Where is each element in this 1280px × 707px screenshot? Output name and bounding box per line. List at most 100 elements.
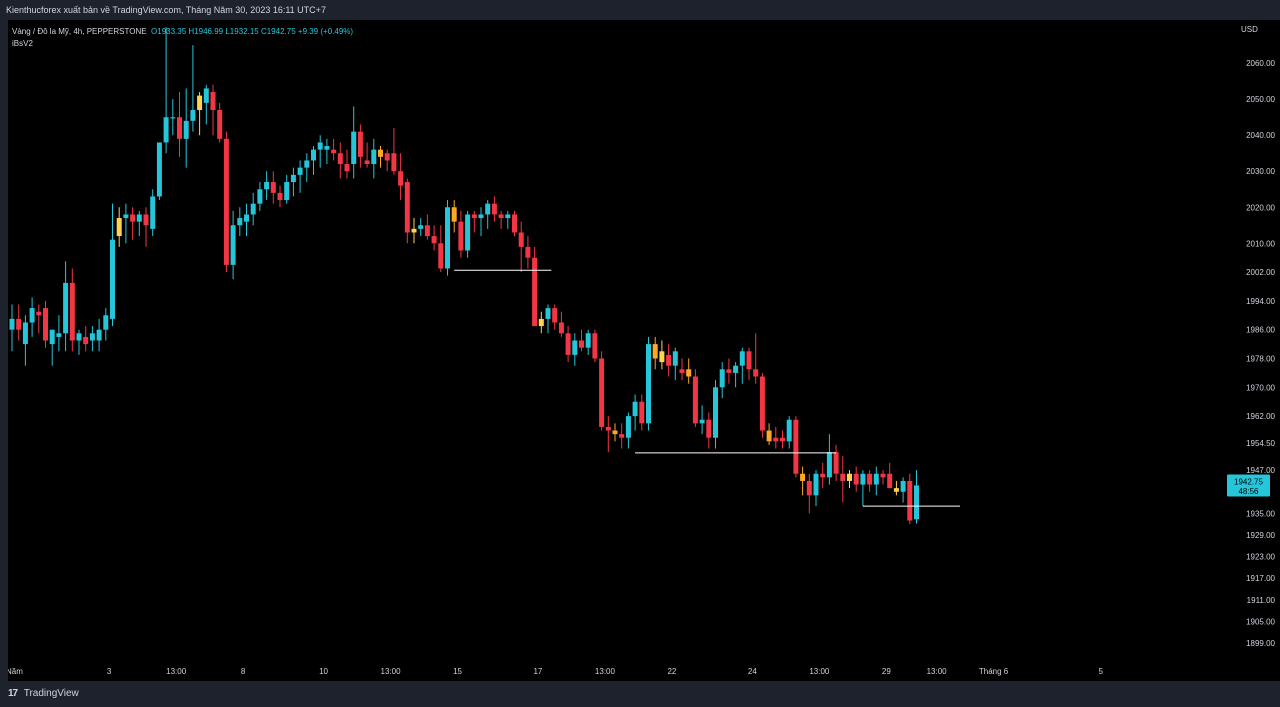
candle xyxy=(733,362,739,388)
candle xyxy=(485,200,491,229)
candle xyxy=(605,416,611,453)
candle xyxy=(22,315,28,366)
time-axis-svg[interactable]: Tháng Năm 3 13:00 8 10 13:00 15 17 13:00 22 24 13:0… xyxy=(8,661,1280,681)
candle xyxy=(759,372,765,438)
candle xyxy=(103,308,109,341)
candle xyxy=(277,185,283,208)
tradingview-logo-icon[interactable]: 17 xyxy=(8,688,18,699)
candle-body xyxy=(270,182,276,193)
candle-body xyxy=(317,142,323,150)
candle-body xyxy=(177,117,182,139)
candle-body xyxy=(163,117,169,143)
candle xyxy=(692,369,698,427)
candle xyxy=(210,84,216,136)
price-tick-label: 1923.00 xyxy=(1246,553,1275,562)
candle-body xyxy=(887,473,893,489)
price-axis[interactable]: USD 2060.00 2050.00 2040.00 2030.00 2020.00 20… xyxy=(1225,20,1280,661)
candle-body xyxy=(143,214,149,226)
price-axis-svg[interactable]: USD 2060.00 2050.00 2040.00 2030.00 2020.00 20… xyxy=(1225,20,1280,661)
candle xyxy=(813,470,819,507)
symbol-name[interactable]: Vàng / Đô la Mỹ, 4h, PEPPERSTONE xyxy=(12,27,147,36)
candle-body xyxy=(780,437,785,442)
candle-body xyxy=(203,88,209,103)
candle-body xyxy=(592,333,598,359)
candle-body xyxy=(290,174,296,183)
candle-body xyxy=(739,351,745,366)
candle xyxy=(364,142,370,168)
candle xyxy=(465,210,471,258)
candlestick-chart[interactable] xyxy=(8,20,1225,661)
time-tick-label: 13:00 xyxy=(927,667,948,676)
price-tick-label: 2020.00 xyxy=(1246,203,1275,212)
candle-body xyxy=(853,473,859,485)
time-axis[interactable]: Tháng Năm 3 13:00 8 10 13:00 15 17 13:00 22 24 13:0… xyxy=(8,661,1280,681)
candle-body xyxy=(150,196,156,229)
candle-body xyxy=(565,333,571,355)
candle-body xyxy=(518,232,524,247)
candle-body xyxy=(123,214,129,219)
indicator-name[interactable]: iBsV2 xyxy=(12,39,33,48)
candle xyxy=(197,92,203,136)
time-tick-label: 8 xyxy=(241,667,246,676)
candle xyxy=(780,430,785,449)
candle xyxy=(143,207,149,247)
candle xyxy=(250,192,256,226)
candle-body xyxy=(786,419,792,442)
candle xyxy=(230,210,236,280)
brand-name[interactable]: TradingView xyxy=(23,688,79,699)
candle xyxy=(625,412,631,449)
price-tick-label: 1978.00 xyxy=(1246,355,1275,364)
candle xyxy=(739,347,745,384)
candle-body xyxy=(666,354,672,366)
candle-body xyxy=(36,311,42,316)
candle xyxy=(150,189,156,237)
candle-body xyxy=(190,110,196,121)
candle xyxy=(632,394,638,431)
candle xyxy=(538,311,544,334)
price-tick-label: 1911.00 xyxy=(1247,596,1276,605)
candle-body xyxy=(244,214,249,222)
candle xyxy=(351,106,357,179)
candle-body xyxy=(914,485,919,520)
candle xyxy=(49,329,55,366)
candle-body xyxy=(96,329,102,341)
candle-body xyxy=(512,214,517,233)
candle-body xyxy=(612,430,618,435)
candle-body xyxy=(847,473,852,481)
candle-body xyxy=(552,308,558,323)
candle-body xyxy=(404,182,410,233)
candle xyxy=(800,466,806,496)
candle-body xyxy=(726,369,732,373)
price-tick-label: 1994.00 xyxy=(1246,297,1275,306)
publish-header-text: Kienthucforex xuất bản về TradingView.co… xyxy=(6,5,326,15)
price-tick-label: 2030.00 xyxy=(1246,167,1275,176)
candle-body xyxy=(110,239,115,319)
candle-body xyxy=(860,473,866,485)
candle-body xyxy=(893,488,899,492)
candle-body xyxy=(679,369,685,373)
candle-body xyxy=(103,315,109,330)
candle-body xyxy=(471,214,477,219)
candle-body xyxy=(538,318,544,327)
price-tick-label: 1935.00 xyxy=(1246,509,1275,518)
candle xyxy=(471,210,477,233)
time-tick-label: 22 xyxy=(667,667,676,676)
time-tick-label: 24 xyxy=(748,667,757,676)
candle xyxy=(699,405,705,435)
candle-body xyxy=(217,110,223,139)
candle-body xyxy=(324,146,330,150)
candle-body xyxy=(170,117,176,119)
candle-body xyxy=(572,340,578,355)
candle-body xyxy=(398,171,404,186)
candle-body xyxy=(418,225,424,229)
candle-body xyxy=(337,153,343,165)
candle xyxy=(860,470,866,507)
candle xyxy=(63,261,69,352)
chart-pane[interactable] xyxy=(8,20,1225,661)
candle xyxy=(257,182,263,211)
candle xyxy=(793,416,799,478)
candle-body xyxy=(558,322,564,334)
candle xyxy=(840,455,846,503)
candle-body xyxy=(800,473,806,481)
candle-body xyxy=(625,416,631,438)
